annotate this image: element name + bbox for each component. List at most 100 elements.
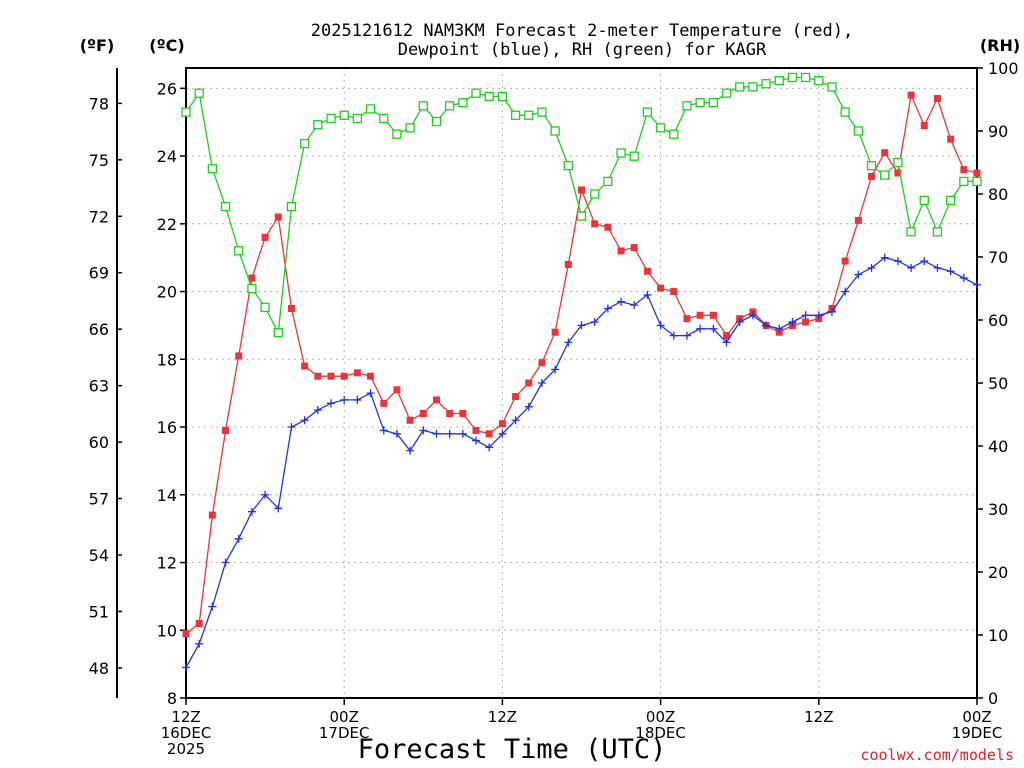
x-tick-label: 17DEC bbox=[319, 724, 370, 742]
temperature-point bbox=[432, 396, 440, 404]
rh-tick-label: 90 bbox=[988, 122, 1008, 141]
fahrenheit-tick-label: 60 bbox=[89, 433, 109, 452]
dewpoint-point bbox=[287, 423, 296, 432]
dewpoint-point bbox=[775, 324, 784, 333]
x-tick-label: 2025 bbox=[167, 740, 205, 758]
dewpoint-point bbox=[643, 290, 652, 299]
rh-tick-label: 100 bbox=[988, 59, 1019, 78]
celsius-tick-label: 12 bbox=[157, 554, 177, 573]
fahrenheit-tick-label: 66 bbox=[89, 320, 109, 339]
dewpoint-point bbox=[234, 534, 243, 543]
dewpoint-point bbox=[656, 321, 665, 330]
celsius-tick-label: 26 bbox=[157, 79, 177, 98]
dewpoint-point bbox=[472, 436, 481, 445]
dewpoint-point bbox=[340, 395, 349, 404]
dewpoint-point bbox=[973, 280, 981, 289]
dewpoint-point bbox=[959, 274, 968, 282]
rh-point bbox=[629, 151, 639, 161]
celsius-tick-label: 24 bbox=[157, 147, 177, 166]
dewpoint-point bbox=[498, 429, 507, 438]
temperature-point bbox=[393, 386, 401, 394]
fahrenheit-tick-label: 69 bbox=[89, 264, 109, 283]
rh-point bbox=[220, 201, 231, 212]
rh-point bbox=[959, 176, 969, 187]
rh-tick-label: 70 bbox=[988, 248, 1008, 267]
rh-point bbox=[286, 201, 297, 212]
dewpoint-point bbox=[485, 443, 494, 452]
rh-tick-label: 0 bbox=[988, 689, 998, 708]
rh-point bbox=[814, 75, 824, 86]
temperature-point bbox=[802, 318, 810, 326]
temperature-point bbox=[564, 260, 572, 268]
rh-point bbox=[748, 82, 758, 92]
temperature-point bbox=[947, 135, 955, 143]
rh-point bbox=[853, 126, 863, 136]
x-axis-label: Forecast Time (UTC) bbox=[358, 734, 667, 765]
rh-point bbox=[735, 82, 745, 92]
temperature-point bbox=[709, 311, 717, 319]
rh-tick-label: 30 bbox=[988, 500, 1008, 519]
fahrenheit-tick-label: 75 bbox=[89, 151, 109, 170]
temperature-point bbox=[367, 372, 375, 380]
dewpoint-point bbox=[406, 446, 415, 455]
rh-point bbox=[405, 123, 415, 133]
dewpoint-point bbox=[313, 406, 322, 415]
temperature-point bbox=[894, 169, 902, 177]
rh-point bbox=[880, 170, 890, 180]
dewpoint-point bbox=[379, 426, 388, 435]
dewpoint-point bbox=[788, 318, 797, 327]
dewpoint-point bbox=[630, 301, 639, 310]
temperature-point bbox=[406, 416, 414, 424]
temperature-point bbox=[617, 247, 625, 255]
dewpoint-point bbox=[445, 429, 454, 438]
rh-point bbox=[484, 91, 494, 101]
rh-point bbox=[181, 107, 191, 117]
chart-title-line-2: Dewpoint (blue), RH (green) for KAGR bbox=[398, 40, 767, 60]
rh-unit-label: (RH) bbox=[980, 36, 1020, 55]
temperature-point bbox=[723, 332, 731, 340]
celsius-tick-label: 22 bbox=[157, 215, 177, 234]
dewpoint-point bbox=[182, 663, 190, 672]
x-tick-label: 00Z bbox=[330, 708, 359, 726]
dewpoint-point bbox=[735, 318, 744, 327]
series-dewpoint bbox=[182, 253, 981, 672]
fahrenheit-tick-label: 63 bbox=[89, 377, 109, 396]
rh-point bbox=[365, 104, 376, 114]
temperature-point bbox=[380, 399, 388, 407]
rh-tick-label: 40 bbox=[988, 437, 1008, 456]
rh-point bbox=[919, 195, 929, 205]
rh-tick-label: 10 bbox=[988, 626, 1008, 645]
dewpoint-point bbox=[577, 321, 586, 330]
fahrenheit-tick-label: 48 bbox=[89, 659, 109, 678]
x-tick-label: 00Z bbox=[646, 708, 675, 726]
celsius-tick-label: 14 bbox=[157, 486, 177, 505]
temperature-point bbox=[920, 122, 928, 130]
temperature-point bbox=[670, 288, 678, 296]
temperature-point bbox=[459, 409, 467, 417]
rh-point bbox=[247, 283, 257, 294]
dewpoint-point bbox=[748, 311, 757, 320]
temperature-point bbox=[235, 352, 243, 360]
dewpoint-point bbox=[762, 321, 771, 330]
temperature-point bbox=[274, 213, 282, 221]
temperature-point bbox=[340, 372, 348, 380]
dewpoint-point bbox=[617, 297, 626, 306]
temperature-point bbox=[314, 372, 322, 380]
celsius-tick-label: 16 bbox=[157, 418, 177, 437]
rh-point bbox=[537, 107, 547, 117]
temperature-point bbox=[498, 420, 506, 428]
rh-point bbox=[774, 75, 784, 86]
rh-point bbox=[194, 88, 204, 98]
temperature-point bbox=[630, 244, 638, 252]
rh-point bbox=[761, 79, 771, 89]
dewpoint-point bbox=[511, 416, 520, 425]
rh-point bbox=[550, 126, 560, 136]
rh-point bbox=[655, 123, 666, 133]
temperature-point bbox=[854, 216, 862, 224]
dewpoint-point bbox=[814, 311, 823, 320]
rh-point bbox=[603, 176, 613, 187]
dewpoint-point bbox=[195, 639, 204, 648]
rh-point bbox=[893, 157, 903, 168]
temperature-point bbox=[261, 233, 269, 241]
dewpoint-point bbox=[524, 402, 533, 411]
